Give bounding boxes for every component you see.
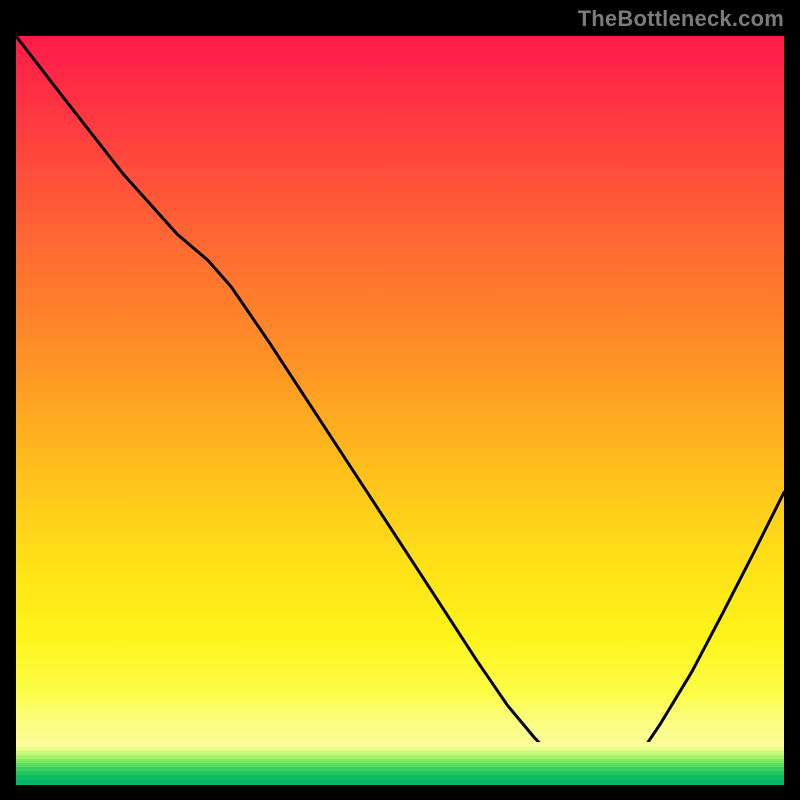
plot-svg [16,36,784,784]
gradient-background [16,36,784,784]
watermark-text: TheBottleneck.com [578,6,784,32]
green-strip-row [16,780,784,785]
green-baseline-strip [16,742,784,785]
plot-area [16,36,784,784]
chart-frame: TheBottleneck.com [0,0,800,800]
